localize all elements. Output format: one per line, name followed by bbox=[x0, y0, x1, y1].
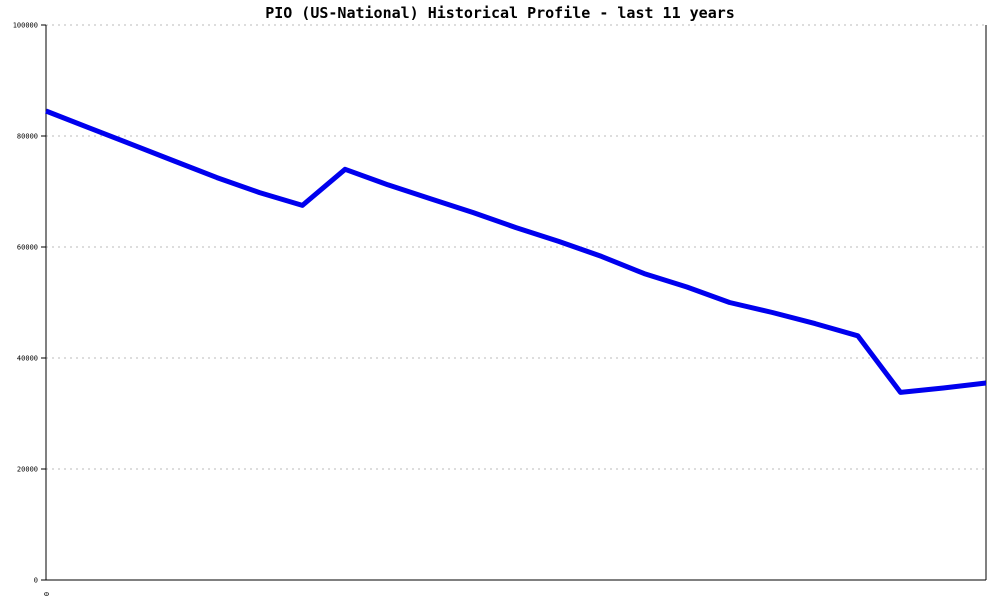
x-tick-label: 0 bbox=[42, 592, 50, 596]
chart-title: PIO (US-National) Historical Profile - l… bbox=[265, 4, 735, 22]
gridlines bbox=[46, 24, 986, 470]
tick-labels: 0 20000 40000 60000 80000 100000 0 bbox=[13, 22, 50, 597]
y-tick-label: 100000 bbox=[13, 22, 38, 30]
series-layer bbox=[45, 108, 987, 395]
y-tick-label: 0 bbox=[34, 577, 38, 585]
y-tick-label: 80000 bbox=[17, 133, 38, 141]
y-tick-label: 40000 bbox=[17, 355, 38, 363]
y-tick-label: 60000 bbox=[17, 244, 38, 252]
axes bbox=[45, 25, 987, 581]
y-tick-label: 20000 bbox=[17, 466, 38, 474]
series-line bbox=[45, 108, 987, 395]
